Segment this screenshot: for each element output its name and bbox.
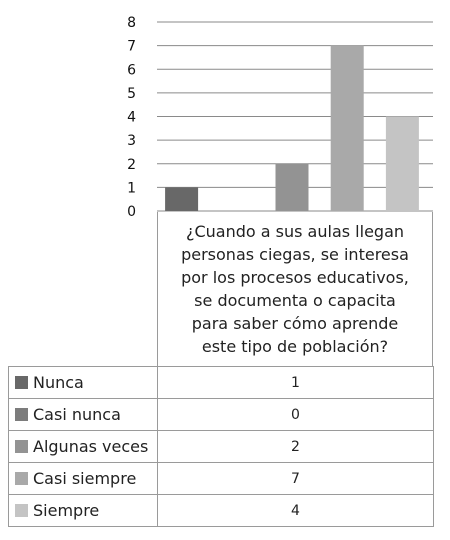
legend-swatch — [15, 408, 28, 421]
y-tick-label: 6 — [127, 62, 136, 78]
table-row: Casi nunca 0 — [8, 398, 434, 431]
chart-plot-area: 0 1 2 3 4 5 6 7 8 — [127, 15, 433, 220]
value-cell: 1 — [157, 366, 434, 399]
y-tick-label: 7 — [127, 39, 136, 55]
legend-swatch — [15, 376, 28, 389]
series-label: Nunca — [33, 373, 84, 392]
table-row: Nunca 1 — [8, 366, 434, 399]
category-label: ¿Cuando a sus aulas llegan personas cieg… — [157, 212, 433, 366]
value-cell: 2 — [157, 430, 434, 463]
y-tick-label: 2 — [127, 157, 136, 173]
legend-swatch — [15, 472, 28, 485]
y-tick-label: 0 — [127, 204, 136, 220]
legend-cell: Siempre — [8, 494, 158, 527]
series-label: Casi siempre — [33, 469, 137, 488]
table-row: Algunas veces 2 — [8, 430, 434, 463]
series-label: Siempre — [33, 501, 100, 520]
y-tick-label: 4 — [127, 110, 136, 126]
legend-cell: Algunas veces — [8, 430, 158, 463]
bar — [385, 116, 419, 211]
legend-swatch — [15, 504, 28, 517]
bar — [165, 187, 199, 211]
bar — [330, 45, 364, 211]
series-label: Casi nunca — [33, 405, 121, 424]
legend-cell: Casi nunca — [8, 398, 158, 431]
table-row: Siempre 4 — [8, 494, 434, 527]
table-row: Casi siempre 7 — [8, 462, 434, 495]
y-tick-label: 8 — [127, 15, 136, 31]
value-cell: 4 — [157, 494, 434, 527]
y-tick-label: 1 — [127, 180, 136, 196]
series-label: Algunas veces — [33, 437, 149, 456]
value-cell: 7 — [157, 462, 434, 495]
data-table: Nunca 1 Casi nunca 0 Algunas veces 2 Cas… — [8, 366, 434, 527]
value-cell: 0 — [157, 398, 434, 431]
legend-cell: Casi siempre — [8, 462, 158, 495]
bar — [275, 163, 309, 211]
y-tick-label: 5 — [127, 86, 136, 102]
y-tick-label: 3 — [127, 133, 136, 149]
legend-cell: Nunca — [8, 366, 158, 399]
legend-swatch — [15, 440, 28, 453]
